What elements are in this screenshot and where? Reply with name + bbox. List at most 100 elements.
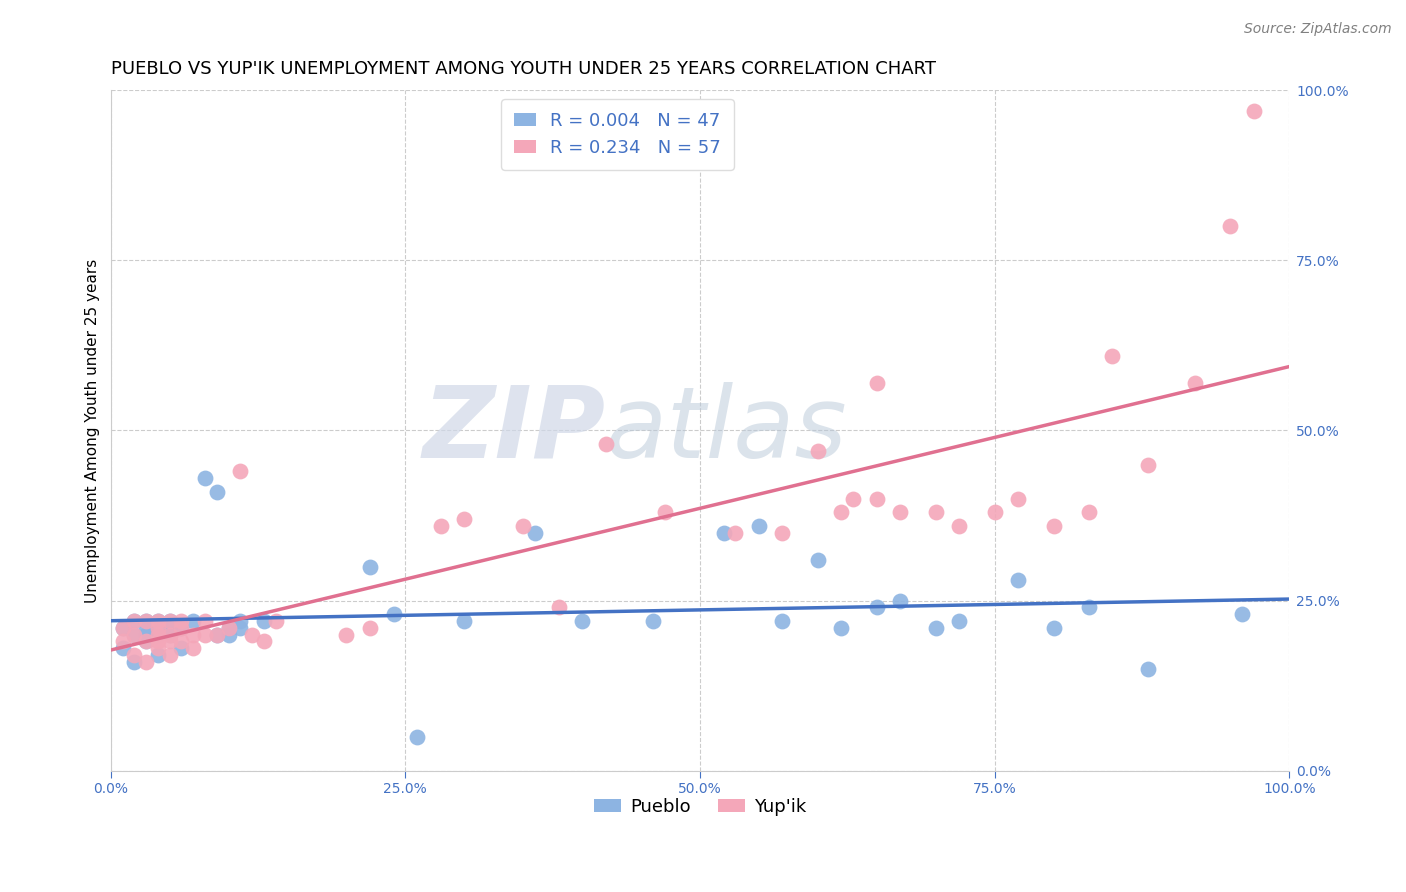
Point — [253, 634, 276, 648]
Point — [641, 614, 664, 628]
Point — [382, 607, 405, 622]
Point — [159, 648, 181, 662]
Point — [135, 627, 157, 641]
Point — [146, 627, 169, 641]
Point — [807, 443, 830, 458]
Point — [135, 634, 157, 648]
Text: PUEBLO VS YUP'IK UNEMPLOYMENT AMONG YOUTH UNDER 25 YEARS CORRELATION CHART: PUEBLO VS YUP'IK UNEMPLOYMENT AMONG YOUT… — [111, 60, 936, 78]
Point — [159, 614, 181, 628]
Point — [170, 634, 193, 648]
Point — [359, 559, 381, 574]
Point — [159, 621, 181, 635]
Point — [1007, 491, 1029, 506]
Point — [713, 525, 735, 540]
Point — [181, 627, 204, 641]
Point — [830, 505, 852, 519]
Point — [359, 621, 381, 635]
Point — [135, 621, 157, 635]
Point — [218, 621, 240, 635]
Point — [429, 518, 451, 533]
Point — [406, 730, 429, 744]
Point — [1136, 662, 1159, 676]
Point — [1042, 518, 1064, 533]
Point — [170, 641, 193, 656]
Text: atlas: atlas — [606, 382, 848, 479]
Point — [170, 621, 193, 635]
Point — [948, 518, 970, 533]
Point — [181, 641, 204, 656]
Point — [146, 648, 169, 662]
Point — [229, 464, 252, 478]
Point — [111, 634, 134, 648]
Point — [146, 634, 169, 648]
Point — [205, 627, 228, 641]
Point — [159, 627, 181, 641]
Point — [1077, 505, 1099, 519]
Point — [240, 627, 263, 641]
Point — [181, 614, 204, 628]
Point — [983, 505, 1005, 519]
Point — [159, 627, 181, 641]
Point — [595, 437, 617, 451]
Y-axis label: Unemployment Among Youth under 25 years: Unemployment Among Youth under 25 years — [86, 259, 100, 603]
Point — [194, 614, 217, 628]
Point — [924, 621, 946, 635]
Point — [194, 627, 217, 641]
Point — [124, 648, 146, 662]
Point — [146, 614, 169, 628]
Point — [453, 614, 475, 628]
Point — [124, 655, 146, 669]
Point — [654, 505, 676, 519]
Point — [889, 593, 911, 607]
Point — [111, 621, 134, 635]
Point — [453, 512, 475, 526]
Point — [264, 614, 287, 628]
Point — [111, 621, 134, 635]
Point — [205, 627, 228, 641]
Point — [1219, 219, 1241, 234]
Point — [724, 525, 747, 540]
Point — [335, 627, 357, 641]
Point — [135, 614, 157, 628]
Point — [1184, 376, 1206, 390]
Point — [135, 634, 157, 648]
Point — [1042, 621, 1064, 635]
Point — [170, 614, 193, 628]
Point — [111, 641, 134, 656]
Point — [948, 614, 970, 628]
Point — [524, 525, 547, 540]
Point — [194, 471, 217, 485]
Text: Source: ZipAtlas.com: Source: ZipAtlas.com — [1244, 22, 1392, 37]
Point — [205, 484, 228, 499]
Point — [547, 600, 569, 615]
Point — [124, 627, 146, 641]
Point — [772, 525, 794, 540]
Point — [830, 621, 852, 635]
Point — [159, 634, 181, 648]
Point — [124, 614, 146, 628]
Point — [807, 553, 830, 567]
Point — [1101, 349, 1123, 363]
Point — [772, 614, 794, 628]
Point — [1230, 607, 1253, 622]
Point — [218, 621, 240, 635]
Point — [866, 600, 889, 615]
Point — [1007, 573, 1029, 587]
Point — [170, 621, 193, 635]
Point — [146, 614, 169, 628]
Point — [229, 614, 252, 628]
Point — [889, 505, 911, 519]
Point — [159, 614, 181, 628]
Point — [571, 614, 593, 628]
Point — [866, 376, 889, 390]
Point — [135, 614, 157, 628]
Point — [842, 491, 865, 506]
Point — [146, 641, 169, 656]
Text: ZIP: ZIP — [423, 382, 606, 479]
Point — [748, 518, 770, 533]
Point — [1136, 458, 1159, 472]
Point — [146, 621, 169, 635]
Point — [866, 491, 889, 506]
Point — [124, 627, 146, 641]
Point — [146, 627, 169, 641]
